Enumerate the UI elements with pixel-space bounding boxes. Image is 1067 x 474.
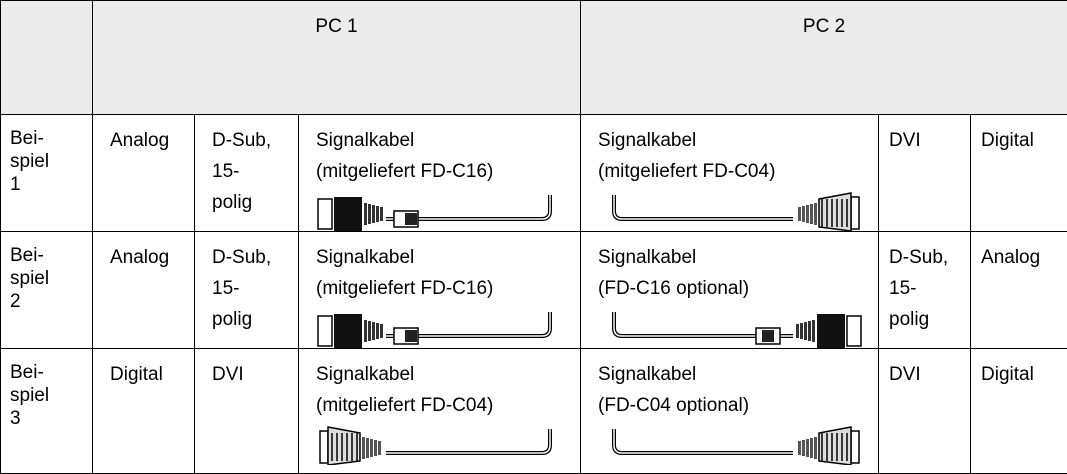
cell-text: Analog: [110, 247, 169, 268]
connector-cell: D-Sub, 15- polig: [879, 232, 971, 349]
header-blank: [1, 1, 93, 115]
connector-cell: D-Sub, 15- polig: [195, 115, 299, 232]
signal-cell: Analog: [93, 232, 195, 349]
cable-icon: [316, 306, 566, 348]
table-row: Bei- spiel 1 Analog D-Sub, 15- polig Signal…: [1, 115, 1067, 232]
cable-icon: [598, 189, 863, 231]
cell-text: DVI: [889, 130, 921, 151]
signal-cell: Digital: [93, 349, 195, 474]
cable-icon: [316, 189, 566, 231]
cable-icon: [598, 423, 863, 465]
cell-text: DVI: [889, 364, 921, 385]
cell-text: Bei- spiel 3: [10, 362, 49, 429]
table-row: Bei- spiel 2 Analog D-Sub, 15- polig Signal…: [1, 232, 1067, 349]
signal-cell: Analog: [93, 115, 195, 232]
cell-text: Analog: [981, 247, 1040, 268]
cell-text: Analog: [110, 130, 169, 151]
cable-cell: Signalkabel (mitgeliefert FD-C04): [581, 115, 879, 232]
cable-cell: Signalkabel (mitgeliefert FD-C16): [299, 232, 581, 349]
cable-cell: Signalkabel (mitgeliefert FD-C04): [299, 349, 581, 474]
table-row: Bei- spiel 3 Digital DVI Signalkabel (mitge…: [1, 349, 1067, 474]
cell-text: Signalkabel (mitgeliefert FD-C04): [316, 364, 493, 416]
cell-text: Bei- spiel 2: [10, 245, 49, 312]
example-cell: Bei- spiel 3: [1, 349, 93, 474]
cell-text: D-Sub, 15- polig: [889, 247, 948, 330]
cable-cell: Signalkabel (FD-C16 optional): [581, 232, 879, 349]
connector-cell: DVI: [879, 349, 971, 474]
connector-cell: DVI: [195, 349, 299, 474]
cell-text: DVI: [212, 364, 244, 385]
header-cell: PC 1: [93, 1, 581, 115]
signal-cell: Digital: [971, 349, 1067, 474]
connector-cell: DVI: [879, 115, 971, 232]
cell-text: Digital: [110, 364, 163, 385]
header-row: PC 1 PC 2: [1, 1, 1067, 115]
example-cell: Bei- spiel 1: [1, 115, 93, 232]
cell-text: D-Sub, 15- polig: [212, 247, 271, 330]
signal-cell: Analog: [971, 232, 1067, 349]
table-body: Bei- spiel 1 Analog D-Sub, 15- polig Signal…: [1, 115, 1067, 474]
cell-text: Bei- spiel 1: [10, 128, 49, 195]
cell-text: D-Sub, 15- polig: [212, 130, 271, 213]
cable-cell: Signalkabel (mitgeliefert FD-C16): [299, 115, 581, 232]
cable-icon: [316, 423, 566, 465]
cable-icon: [598, 306, 863, 348]
signal-cell: Digital: [971, 115, 1067, 232]
connector-cell: D-Sub, 15- polig: [195, 232, 299, 349]
header-cell: PC 2: [581, 1, 1067, 115]
cell-text: Digital: [981, 130, 1034, 151]
cable-cell: Signalkabel (FD-C04 optional): [581, 349, 879, 474]
cell-text: Signalkabel (mitgeliefert FD-C16): [316, 130, 493, 182]
cell-text: Signalkabel (mitgeliefert FD-C04): [598, 130, 775, 182]
cell-text: Signalkabel (FD-C16 optional): [598, 247, 749, 299]
cell-text: Signalkabel (FD-C04 optional): [598, 364, 749, 416]
cell-text: Digital: [981, 364, 1034, 385]
example-cell: Bei- spiel 2: [1, 232, 93, 349]
cell-text: Signalkabel (mitgeliefert FD-C16): [316, 247, 493, 299]
